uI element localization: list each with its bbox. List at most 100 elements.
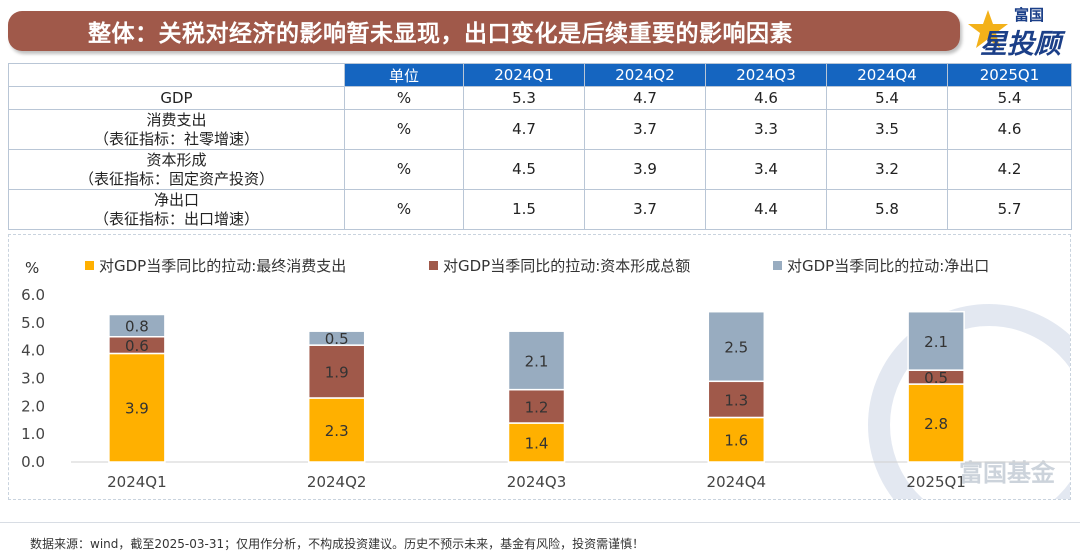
unit-cell: %	[344, 149, 464, 190]
x-tick-label: 2024Q3	[507, 473, 567, 491]
y-tick-label: 2.0	[21, 397, 45, 415]
data-label: 0.6	[125, 337, 149, 355]
table-row: 净出口 （表征指标：出口增速） % 1.5 3.7 4.4 5.8 5.7	[8, 189, 1072, 230]
bar-segment	[307, 344, 366, 399]
value-cell: 4.7	[584, 86, 706, 110]
value-cell: 5.4	[947, 86, 1072, 110]
value-cell: 5.3	[463, 86, 585, 110]
data-label: 0.5	[924, 369, 948, 387]
bar-segment	[307, 397, 366, 463]
row-label: 净出口 （表征指标：出口增速）	[8, 189, 345, 230]
row-label-sub: （表征指标：固定资产投资）	[78, 169, 274, 188]
data-label: 1.3	[724, 391, 748, 409]
y-tick-label: 4.0	[21, 342, 45, 360]
row-label-main: GDP	[160, 88, 193, 107]
stacked-bar-chart: 富国基金% 0.0 1.0 2.0 3.0 4.0 5.0 6.0 对GDP当季同比的拉动:最终…	[21, 257, 1070, 499]
brand-logo: 富国 星投顾	[962, 4, 1074, 60]
data-label: 1.9	[325, 364, 349, 382]
bar-segment	[907, 310, 965, 371]
row-label: GDP	[8, 86, 345, 110]
value-cell: 3.7	[584, 109, 706, 150]
data-label: 3.9	[125, 400, 149, 418]
row-label-main: 消费支出	[146, 110, 207, 129]
data-label: 2.3	[325, 422, 349, 440]
watermark-text: 富国基金	[959, 459, 1056, 487]
value-cell: 4.7	[463, 109, 585, 150]
value-cell: 3.7	[584, 189, 706, 230]
bar-segment	[307, 330, 366, 346]
unit-cell: %	[344, 86, 464, 110]
data-label: 0.5	[325, 330, 349, 348]
watermark-emblem	[868, 304, 1070, 499]
value-cell: 4.2	[947, 149, 1072, 190]
data-label: 1.2	[525, 398, 549, 416]
value-cell: 5.8	[826, 189, 948, 230]
table-row: 资本形成 （表征指标：固定资产投资） % 4.5 3.9 3.4 3.2 4.2	[8, 149, 1072, 190]
header-cell: 2024Q1	[463, 63, 585, 87]
data-label: 2.8	[924, 415, 948, 433]
row-label: 消费支出 （表征指标：社零增速）	[8, 109, 345, 150]
chart-panel: 富国基金% 0.0 1.0 2.0 3.0 4.0 5.0 6.0 对GDP当季同比的拉动:最终…	[8, 234, 1071, 500]
title-banner: 整体：关税对经济的影响暂未显现，出口变化是后续重要的影响因素	[8, 11, 960, 51]
value-cell: 5.4	[826, 86, 948, 110]
value-cell: 3.3	[705, 109, 827, 150]
value-cell: 3.9	[584, 149, 706, 190]
row-label-main: 资本形成	[146, 150, 207, 169]
value-cell: 5.7	[947, 189, 1072, 230]
header-cell: 2025Q1	[947, 63, 1072, 87]
bar-segment	[707, 416, 766, 463]
row-label-main: 净出口	[153, 190, 199, 209]
legend-swatch	[429, 261, 438, 270]
table-row: GDP % 5.3 4.7 4.6 5.4 5.4	[8, 86, 1072, 110]
header-blank-cell	[8, 63, 345, 87]
legend-swatch	[773, 261, 782, 270]
legend-label: 对GDP当季同比的拉动:资本形成总额	[443, 257, 690, 275]
star-icon	[968, 10, 1008, 48]
y-tick-label: 0.0	[21, 453, 45, 471]
table-row: 消费支出 （表征指标：社零增速） % 4.7 3.7 3.3 3.5 4.6	[8, 109, 1072, 150]
value-cell: 4.6	[705, 86, 827, 110]
y-axis-unit-label: %	[25, 259, 39, 277]
bar-segment	[907, 383, 965, 463]
unit-cell: %	[344, 109, 464, 150]
bar-segment	[108, 313, 166, 338]
data-label: 2.5	[724, 338, 748, 356]
unit-cell: %	[344, 189, 464, 230]
legend-label: 对GDP当季同比的拉动:净出口	[787, 257, 989, 275]
row-label-sub: （表征指标：社零增速）	[93, 129, 259, 148]
x-tick-label: 2024Q4	[707, 473, 767, 491]
y-tick-label: 3.0	[21, 370, 45, 388]
x-tick-label: 2025Q1	[906, 473, 966, 491]
footer-divider	[0, 522, 1080, 523]
data-label: 0.8	[125, 318, 149, 336]
data-label: 2.1	[924, 333, 948, 351]
value-cell: 3.2	[826, 149, 948, 190]
header-cell: 2024Q4	[826, 63, 948, 87]
legend-swatch	[85, 261, 94, 270]
value-cell: 4.6	[947, 109, 1072, 150]
value-cell: 3.5	[826, 109, 948, 150]
page-title: 整体：关税对经济的影响暂未显现，出口变化是后续重要的影响因素	[88, 21, 793, 47]
table-header-row: 单位 2024Q1 2024Q2 2024Q3 2024Q4 2025Q1	[8, 63, 1072, 87]
header-cell: 单位	[344, 63, 464, 87]
footer-disclaimer: 数据来源：wind，截至2025-03-31；仅用作分析，不构成投资建议。历史不…	[30, 537, 645, 551]
logo-brand-text: 富国	[1014, 6, 1045, 24]
y-tick-label: 5.0	[21, 314, 45, 332]
logo-product-text: 星投顾	[980, 29, 1061, 60]
y-tick-label: 6.0	[21, 286, 45, 304]
x-tick-label: 2024Q2	[307, 473, 367, 491]
data-label: 2.1	[525, 352, 549, 370]
gdp-components-table: 单位 2024Q1 2024Q2 2024Q3 2024Q4 2025Q1 GD…	[8, 63, 1072, 230]
bar-segment	[507, 330, 566, 391]
data-label: 1.4	[525, 435, 549, 453]
bar-segment	[707, 310, 766, 383]
bar-segment	[108, 352, 166, 463]
legend-label: 对GDP当季同比的拉动:最终消费支出	[99, 257, 346, 275]
value-cell: 4.4	[705, 189, 827, 230]
header-cell: 2024Q3	[705, 63, 827, 87]
value-cell: 4.5	[463, 149, 585, 190]
bar-segment	[507, 388, 566, 424]
value-cell: 3.4	[705, 149, 827, 190]
data-label: 1.6	[724, 432, 748, 450]
row-label: 资本形成 （表征指标：固定资产投资）	[8, 149, 345, 190]
